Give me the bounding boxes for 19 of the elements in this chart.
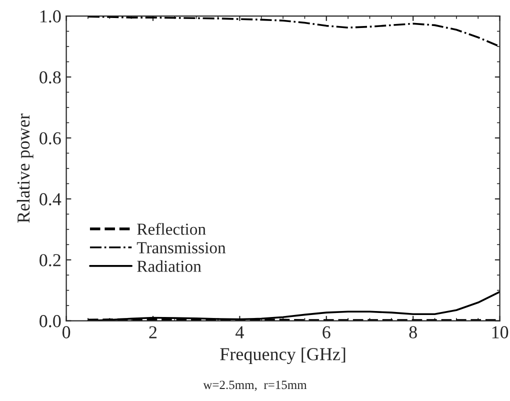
y-tick-label: 0.8: [40, 71, 61, 84]
x-tick-label: 6: [322, 326, 330, 338]
x-tick-label: 10: [492, 326, 508, 338]
y-tick-label: 0.2: [40, 254, 60, 266]
y-tick-label: 1.0: [40, 10, 61, 23]
text: w=2.5mm, r=15mm: [203, 380, 307, 391]
legend-label: Radiation: [137, 260, 202, 272]
line-series: [87, 16, 500, 48]
y-tick-label: 0.4: [40, 193, 62, 206]
x-tick-label: 2: [149, 326, 157, 338]
x-tick-label: 4: [236, 326, 244, 338]
y-tick-label: 0.0: [40, 315, 61, 328]
x-tick-label: 8: [409, 326, 417, 338]
x-tick-label: 0: [62, 326, 70, 338]
legend-label: Reflection: [137, 222, 206, 235]
y-axis-title: Relative power: [16, 114, 34, 223]
legend-label: Transmission: [136, 242, 226, 254]
y-tick-label: 0.6: [40, 132, 61, 144]
x-axis-title: Frequency [GHz]: [220, 348, 346, 364]
